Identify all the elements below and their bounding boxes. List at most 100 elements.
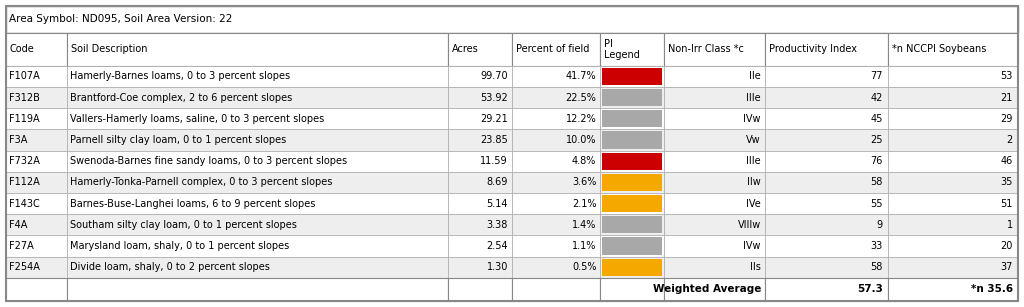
- Text: IVw: IVw: [743, 241, 761, 251]
- Text: *n NCCPI Soybeans: *n NCCPI Soybeans: [892, 45, 986, 54]
- Text: Marysland loam, shaly, 0 to 1 percent slopes: Marysland loam, shaly, 0 to 1 percent sl…: [71, 241, 290, 251]
- Bar: [68, 257, 449, 278]
- Bar: [602, 110, 663, 127]
- Bar: [665, 66, 765, 87]
- Bar: [449, 33, 512, 66]
- Bar: [512, 278, 600, 301]
- Text: 41.7%: 41.7%: [566, 71, 596, 81]
- Text: 99.70: 99.70: [480, 71, 508, 81]
- Text: VIIIw: VIIIw: [737, 220, 761, 230]
- Text: 3.6%: 3.6%: [572, 177, 596, 187]
- Text: 22.5%: 22.5%: [565, 93, 596, 103]
- Text: IIIe: IIIe: [746, 156, 761, 166]
- Bar: [602, 237, 663, 255]
- Text: 10.0%: 10.0%: [566, 135, 596, 145]
- Text: Percent of field: Percent of field: [516, 45, 590, 54]
- Text: 5.14: 5.14: [486, 199, 508, 209]
- Bar: [449, 108, 512, 129]
- Bar: [665, 172, 765, 193]
- Bar: [602, 195, 663, 212]
- Bar: [449, 214, 512, 235]
- Text: 20: 20: [1000, 241, 1013, 251]
- Text: F732A: F732A: [9, 156, 40, 166]
- Bar: [888, 129, 1018, 151]
- Bar: [512, 151, 600, 172]
- Text: 1.4%: 1.4%: [572, 220, 596, 230]
- Bar: [765, 151, 888, 172]
- Bar: [888, 66, 1018, 87]
- Text: Hamerly-Barnes loams, 0 to 3 percent slopes: Hamerly-Barnes loams, 0 to 3 percent slo…: [71, 71, 291, 81]
- Bar: [765, 33, 888, 66]
- Bar: [600, 235, 665, 257]
- Bar: [600, 193, 665, 214]
- Bar: [512, 172, 600, 193]
- Text: 76: 76: [870, 156, 883, 166]
- Bar: [765, 172, 888, 193]
- Bar: [600, 87, 665, 108]
- Text: 29: 29: [1000, 114, 1013, 124]
- Bar: [6, 33, 68, 66]
- Bar: [449, 129, 512, 151]
- Bar: [665, 129, 765, 151]
- Bar: [600, 214, 665, 235]
- Bar: [6, 257, 68, 278]
- Text: IIs: IIs: [751, 262, 761, 272]
- Text: Barnes-Buse-Langhei loams, 6 to 9 percent slopes: Barnes-Buse-Langhei loams, 6 to 9 percen…: [71, 199, 315, 209]
- Text: 2.1%: 2.1%: [572, 199, 596, 209]
- Text: IIw: IIw: [748, 177, 761, 187]
- Text: IIe: IIe: [750, 71, 761, 81]
- Text: 1.30: 1.30: [486, 262, 508, 272]
- Bar: [765, 129, 888, 151]
- Bar: [602, 153, 663, 170]
- Text: F119A: F119A: [9, 114, 40, 124]
- Bar: [68, 66, 449, 87]
- Bar: [68, 172, 449, 193]
- Bar: [888, 33, 1018, 66]
- Text: *n 35.6: *n 35.6: [971, 284, 1013, 294]
- Text: F107A: F107A: [9, 71, 40, 81]
- Bar: [602, 259, 663, 276]
- Bar: [602, 131, 663, 149]
- Text: 1: 1: [1007, 220, 1013, 230]
- Text: 23.85: 23.85: [480, 135, 508, 145]
- Bar: [765, 87, 888, 108]
- Bar: [512, 66, 600, 87]
- Bar: [449, 151, 512, 172]
- Bar: [665, 108, 765, 129]
- Text: IIIe: IIIe: [746, 93, 761, 103]
- Text: IVe: IVe: [746, 199, 761, 209]
- Text: PI
Legend: PI Legend: [604, 39, 640, 60]
- Text: 21: 21: [1000, 93, 1013, 103]
- Bar: [665, 257, 765, 278]
- Bar: [600, 33, 665, 66]
- Bar: [765, 278, 888, 301]
- Bar: [68, 214, 449, 235]
- Text: Brantford-Coe complex, 2 to 6 percent slopes: Brantford-Coe complex, 2 to 6 percent sl…: [71, 93, 293, 103]
- Bar: [888, 151, 1018, 172]
- Text: F143C: F143C: [9, 199, 40, 209]
- Text: 55: 55: [870, 199, 883, 209]
- Bar: [765, 214, 888, 235]
- Bar: [888, 193, 1018, 214]
- Text: Parnell silty clay loam, 0 to 1 percent slopes: Parnell silty clay loam, 0 to 1 percent …: [71, 135, 287, 145]
- Text: F27A: F27A: [9, 241, 34, 251]
- Bar: [765, 193, 888, 214]
- Text: 53.92: 53.92: [480, 93, 508, 103]
- Text: Non-Irr Class *c: Non-Irr Class *c: [669, 45, 744, 54]
- Bar: [888, 235, 1018, 257]
- Bar: [600, 129, 665, 151]
- Text: IVw: IVw: [743, 114, 761, 124]
- Bar: [600, 172, 665, 193]
- Text: 57.3: 57.3: [857, 284, 883, 294]
- Bar: [888, 278, 1018, 301]
- Bar: [449, 193, 512, 214]
- Bar: [68, 33, 449, 66]
- Bar: [665, 214, 765, 235]
- Bar: [6, 129, 68, 151]
- Text: 25: 25: [870, 135, 883, 145]
- Bar: [449, 172, 512, 193]
- Text: Southam silty clay loam, 0 to 1 percent slopes: Southam silty clay loam, 0 to 1 percent …: [71, 220, 297, 230]
- Text: 33: 33: [870, 241, 883, 251]
- Bar: [512, 87, 600, 108]
- Text: 51: 51: [1000, 199, 1013, 209]
